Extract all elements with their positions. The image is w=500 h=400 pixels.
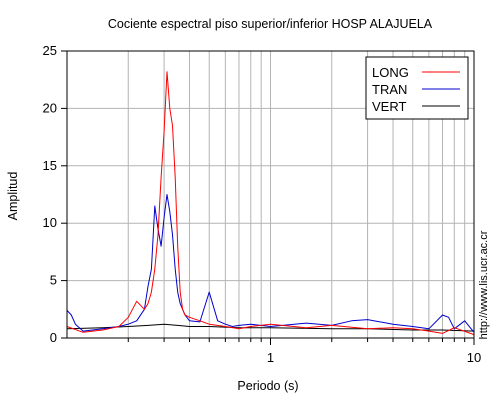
series-line-long	[66, 71, 475, 336]
legend-label-vert: VERT	[372, 99, 406, 114]
legend-label-tran: TRAN	[372, 82, 407, 97]
legend: LONG TRAN VERT	[365, 56, 469, 120]
y-tick-label: 10	[43, 215, 57, 230]
x-tick-label: 1	[267, 350, 274, 365]
watermark-url: http://www.lis.ucr.ac.cr	[478, 230, 490, 339]
series-layer	[66, 71, 475, 336]
chart-title: Cociente espectral piso superior/inferio…	[108, 17, 433, 31]
y-tick-label: 20	[43, 100, 57, 115]
x-axis-label: Periodo (s)	[237, 379, 298, 393]
y-tick-label: 0	[50, 330, 57, 345]
y-tick-label: 25	[43, 43, 57, 58]
y-axis-label: Amplitud	[6, 172, 20, 221]
legend-label-long: LONG	[372, 65, 409, 80]
series-line-vert	[66, 323, 475, 332]
y-tick-label: 5	[50, 273, 57, 288]
legend-box	[365, 56, 469, 120]
axis-ticks: 0 5 10 15 20 25 1 10	[43, 43, 482, 365]
y-tick-label: 15	[43, 158, 57, 173]
x-tick-label: 10	[467, 350, 481, 365]
